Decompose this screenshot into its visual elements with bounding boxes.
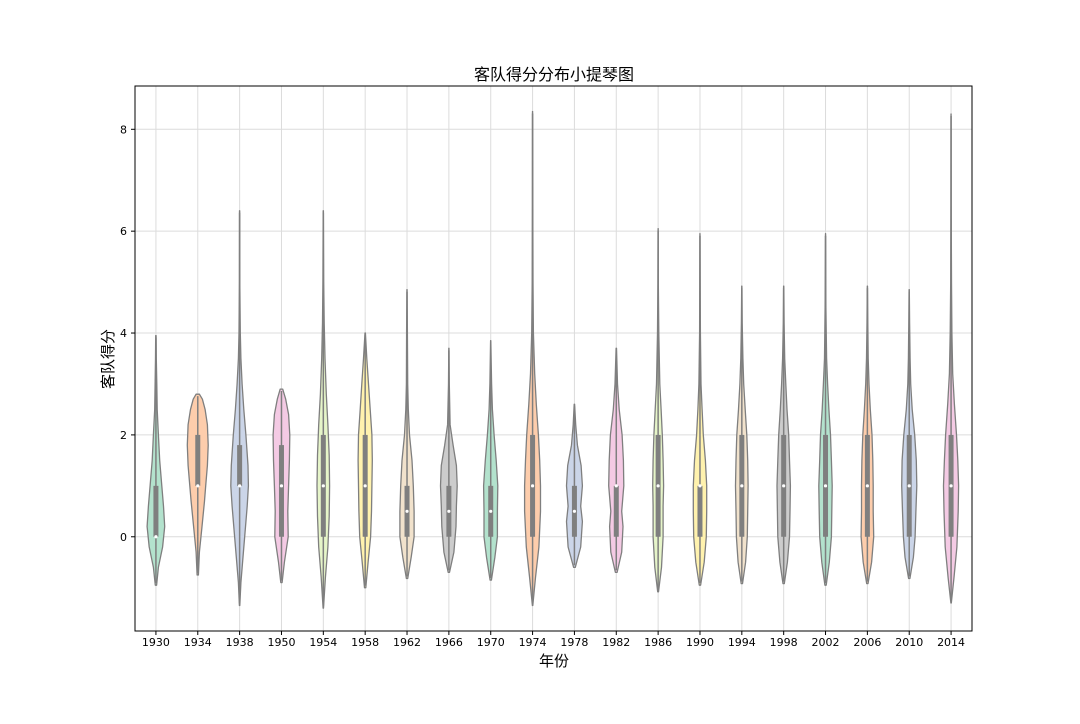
violin-iqr-box-1930 [153,485,159,537]
violin-median-1958 [363,484,367,488]
y-tick-label: 0 [120,531,127,544]
violin-median-2010 [907,484,911,488]
violin-iqr-box-1982 [613,485,619,537]
x-axis-label: 年份 [539,652,569,670]
violin-iqr-box-1934 [195,434,201,486]
violin-median-1970 [489,509,493,513]
x-tick-label: 1966 [435,636,463,649]
violin-median-1954 [321,484,325,488]
violin-median-1982 [614,484,618,488]
y-tick-label: 4 [120,327,127,340]
x-tick-label: 1974 [519,636,547,649]
violin-median-1986 [656,484,660,488]
violin-median-1974 [530,484,535,488]
chart-title: 客队得分分布小提琴图 [474,65,634,84]
violin-median-1930 [154,535,158,539]
x-tick-label: 2006 [853,636,881,649]
violin-iqr-box-1990 [697,485,703,537]
violin-median-1934 [196,484,200,488]
x-tick-label: 1950 [267,636,295,649]
violin-median-1950 [279,484,284,488]
x-tick-label: 1958 [351,636,379,649]
violin-median-2006 [865,484,869,488]
y-axis-label: 客队得分 [99,329,117,389]
y-tick-label: 8 [120,123,127,136]
violin-median-1962 [405,509,409,513]
x-tick-label: 1962 [393,636,421,649]
violin-median-2002 [823,484,828,488]
x-tick-label: 1934 [184,636,212,649]
x-tick-label: 2014 [937,636,965,649]
violin-median-2014 [949,484,953,488]
violins [146,110,960,609]
x-tick-label: 2010 [895,636,923,649]
x-tick-label: 1982 [602,636,630,649]
y-tick-label: 6 [120,225,127,238]
x-tick-label: 1990 [686,636,714,649]
x-tick-label: 1970 [477,636,505,649]
x-tick-label: 1998 [770,636,798,649]
x-tick-label: 1986 [644,636,672,649]
ticks: 0 2 4 6 8 1930 1934 1938 1950 1954 1958 1962 1966 197… [120,123,965,649]
y-tick-label: 2 [120,429,127,442]
violin-median-1990 [698,484,702,488]
violin-median-1994 [740,484,744,488]
violin-iqr-box-1938 [237,445,243,486]
x-tick-label: 1938 [226,636,254,649]
violin-iqr-box-1950 [278,445,284,537]
x-tick-label: 1994 [728,636,756,649]
violin-median-1978 [572,509,577,513]
violin-median-1938 [238,484,242,488]
violin-median-1998 [782,484,786,488]
grid [135,86,972,631]
x-tick-label: 1978 [560,636,588,649]
plot-frame [134,85,973,632]
x-tick-label: 1930 [142,636,170,649]
violin-median-1966 [447,509,451,513]
x-tick-label: 1954 [309,636,337,649]
x-tick-label: 2002 [812,636,840,649]
